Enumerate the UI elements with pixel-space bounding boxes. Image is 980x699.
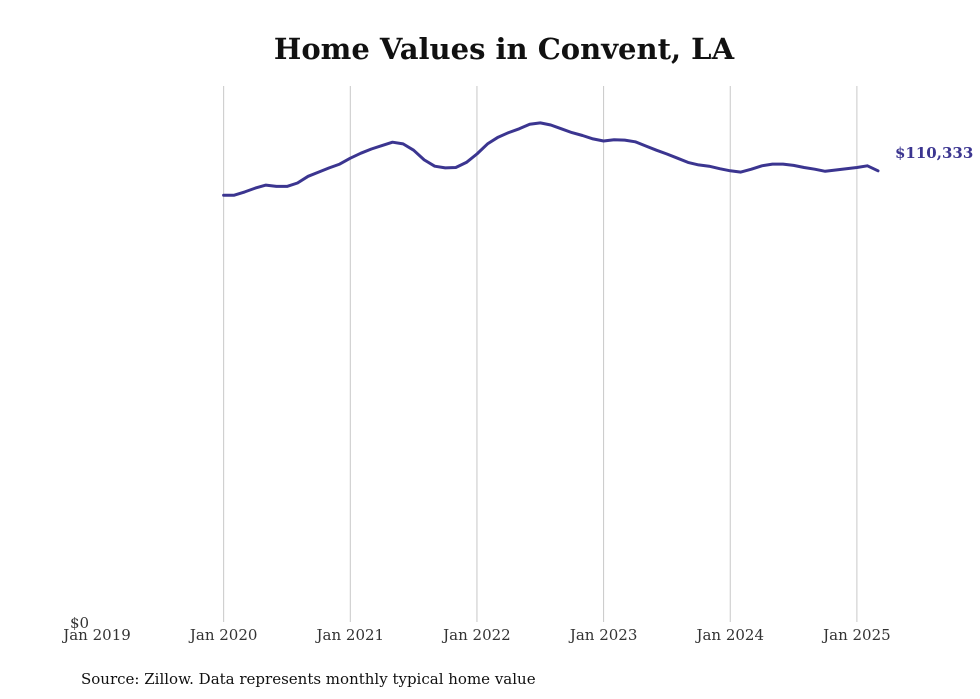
end-value-label: $110,333	[895, 144, 973, 162]
x-tick-label: Jan 2021	[315, 626, 385, 644]
x-tick-label: Jan 2019	[61, 626, 131, 644]
chart-title: Home Values in Convent, LA	[274, 32, 735, 66]
x-tick-label: Jan 2024	[694, 626, 764, 644]
x-tick-label: Jan 2025	[821, 626, 891, 644]
x-tick-label: Jan 2022	[441, 626, 511, 644]
y-tick-zero: $0	[70, 614, 89, 632]
series-line	[222, 121, 880, 197]
x-tick-label: Jan 2020	[188, 626, 258, 644]
x-axis-ticks: Jan 2019 Jan 2020 Jan 2021 Jan 2022 Jan 2023…	[61, 626, 890, 644]
gridlines	[223, 86, 858, 622]
source-note: Source: Zillow. Data represents monthly …	[81, 670, 536, 688]
x-tick-label: Jan 2023	[568, 626, 638, 644]
